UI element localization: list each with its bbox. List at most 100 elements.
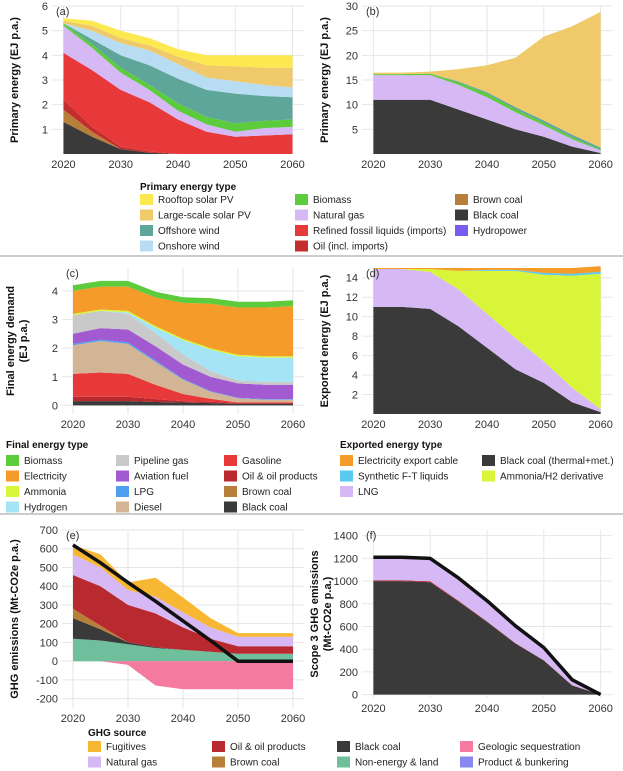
x-tick-label: 2040 <box>475 159 499 171</box>
legend-title: Exported energy type <box>340 440 443 451</box>
area-series-black_coal <box>73 401 293 406</box>
legend-label: Biomass <box>313 195 351 206</box>
y-tick-label: 10 <box>346 312 358 324</box>
legend-swatch-product_bunkering <box>460 756 473 768</box>
x-tick-label: 2060 <box>281 713 305 725</box>
legend-swatch-lpg <box>116 486 129 497</box>
legend-swatch-brown_coal <box>455 194 468 205</box>
x-tick-label: 2020 <box>61 419 85 431</box>
x-tick-label: 2040 <box>475 703 499 715</box>
legend-swatch-diesel <box>116 501 129 513</box>
legend-swatch-electricity <box>6 470 19 482</box>
area-series-biomass <box>63 23 293 132</box>
legend-swatch-brown_coal <box>224 486 237 497</box>
panel-label: (c) <box>66 268 79 280</box>
legend-swatch-brown_coal <box>212 756 225 768</box>
legend-label: Black coal <box>355 742 401 753</box>
y-tick-label: 600 <box>40 544 58 556</box>
panel-label: (d) <box>366 268 379 280</box>
area-series-natural_gas <box>373 557 601 695</box>
legend-label: Brown coal <box>242 487 291 498</box>
y-tick-label: 1000 <box>334 576 358 588</box>
y-tick-label: 0 <box>352 690 358 702</box>
y-tick-label: 6 <box>42 1 48 13</box>
area-series-gasoline <box>73 372 293 404</box>
legend-label: Diesel <box>134 503 162 514</box>
x-tick-label: 2040 <box>171 713 195 725</box>
y-tick-label: 1200 <box>334 553 358 565</box>
legend-swatch-natural_gas <box>88 756 101 768</box>
area-series-black_coal <box>63 121 293 154</box>
area-series-electricity <box>73 286 293 357</box>
y-tick-label: 30 <box>346 1 358 13</box>
y-tick-label: 800 <box>340 599 358 611</box>
net-emissions-line <box>72 543 293 663</box>
y-tick-label: 15 <box>346 75 358 87</box>
y-axis-label: (EJ p.a.) <box>18 319 30 362</box>
x-tick-label: 2030 <box>418 159 442 171</box>
area-series-biomass <box>73 280 293 308</box>
legend-label: Non-energy & land <box>355 758 438 769</box>
y-axis-label: GHG emissions (Mt-CO2e p.a.) <box>9 539 21 699</box>
y-tick-label: -100 <box>36 675 58 687</box>
legend-label: Oil (incl. imports) <box>313 242 388 253</box>
y-tick-label: 5 <box>352 124 358 136</box>
legend-label: Black coal <box>242 503 288 514</box>
panel-label: (a) <box>56 6 69 18</box>
chart-panel-b: 2020 2030 2040 2050 2060 5 10 15 20 25 30 (b) Primar… <box>319 1 613 171</box>
legend-swatch-pipeline_gas <box>116 455 129 466</box>
x-tick-label: 2060 <box>588 159 612 171</box>
legend-label: Brown coal <box>230 758 279 769</box>
legend-swatch-gasoline <box>224 455 237 466</box>
legend-label: Electricity export cable <box>358 456 458 467</box>
legend-swatch-refined <box>295 225 308 236</box>
y-axis-label: Primary energy (EJ p.a.) <box>319 17 331 143</box>
y-tick-label: 600 <box>340 621 358 633</box>
x-tick-label: 2060 <box>588 419 612 431</box>
y-tick-label: 100 <box>40 637 58 649</box>
legend-label: Brown coal <box>473 195 522 206</box>
panel-label: (e) <box>66 530 79 542</box>
panel-label: (b) <box>366 6 379 18</box>
legend-final: Final energy type Biomass Pipeline gas Gaso… <box>6 440 318 514</box>
legend-swatch-oil_products <box>224 470 237 482</box>
area-series-oil_products <box>73 396 293 404</box>
legend-swatch-oil <box>295 240 308 252</box>
legend-swatch-biomass <box>6 455 19 466</box>
x-tick-label: 2060 <box>588 703 612 715</box>
legend-swatch-black_coal <box>224 501 237 513</box>
legend-label: Rooftop solar PV <box>158 195 234 206</box>
x-tick-label: 2040 <box>166 159 190 171</box>
legend-swatch-aviation_fuel <box>116 470 129 482</box>
legend-label: Oil & oil products <box>242 472 318 483</box>
legend-label: Hydrogen <box>24 503 67 514</box>
y-tick-label: 3 <box>52 315 58 327</box>
chart-panel-e: 2020 2030 2040 2050 2060 -200 -100 0 100 200 300 40… <box>9 525 305 725</box>
legend-swatch-non_energy <box>337 756 350 768</box>
y-tick-label: 12 <box>346 292 358 304</box>
legend-label: Ammonia <box>24 487 67 498</box>
legend-label: Biomass <box>24 456 62 467</box>
legend-swatch-black_coal <box>337 741 350 752</box>
legend-label: Electricity <box>24 472 67 483</box>
y-axis-label: Scope 3 GHG emissions <box>309 550 321 677</box>
legend-label: Black coal <box>473 211 519 222</box>
chart-panel-d: 2020 2030 2040 2050 2060 2 4 6 8 10 12 14 (d) Exporte… <box>319 266 613 431</box>
legend-primary: Primary energy type Rooftop solar PV Bioma… <box>140 182 528 253</box>
area-series-refined <box>63 52 293 154</box>
area-series-large_solar <box>373 11 601 148</box>
y-axis-label: Exported energy (EJ p.a.) <box>319 274 331 407</box>
y-tick-label: 4 <box>52 286 58 298</box>
y-tick-label: 400 <box>340 644 358 656</box>
legend-label: Oil & oil products <box>230 742 306 753</box>
y-tick-label: 200 <box>40 619 58 631</box>
x-tick-label: 2030 <box>108 159 132 171</box>
legend-swatch-geologic <box>460 741 473 752</box>
legend-label: Natural gas <box>106 758 157 769</box>
legend-swatch-export_cable <box>340 455 353 466</box>
legend-title: Primary energy type <box>140 182 237 193</box>
chart-panel-c: 2020 2030 2040 2050 2060 0 1 2 3 4 (c) Final energy… <box>5 268 305 431</box>
area-series-fugitives <box>73 545 293 637</box>
